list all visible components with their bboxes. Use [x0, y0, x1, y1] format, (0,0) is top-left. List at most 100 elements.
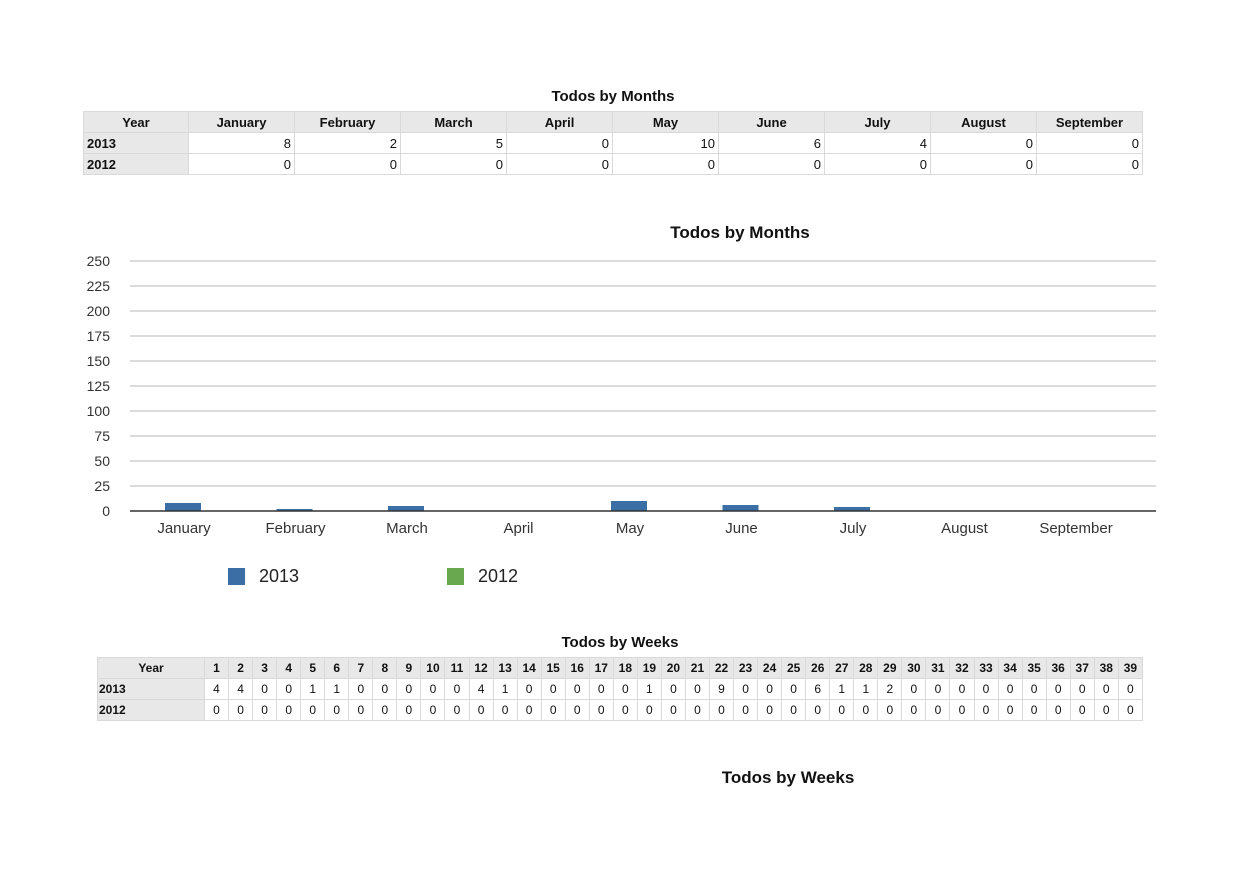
x-tick-label: July	[840, 520, 867, 537]
weeks-table-cell: 0	[757, 699, 783, 721]
legend-item-2013: 2013	[228, 566, 299, 587]
months-table-header-cell: June	[718, 111, 825, 133]
weeks-table-cell: 0	[444, 678, 470, 700]
bar-2013-January	[165, 503, 201, 511]
weeks-table-cell: 0	[612, 699, 638, 721]
weeks-table-cell: 0	[252, 678, 278, 700]
weeks-table-header-cell: 15	[540, 657, 566, 679]
weeks-table-header-cell: 28	[853, 657, 879, 679]
weeks-table-cell: 0	[1045, 699, 1071, 721]
weeks-table-cell: 0	[540, 699, 566, 721]
weeks-table-cell: 0	[1117, 699, 1144, 721]
weeks-table-cell: 1	[324, 678, 350, 700]
weeks-table-header-cell: 7	[348, 657, 374, 679]
weeks-table-cell: 0	[684, 678, 710, 700]
months-table-cell: 8	[188, 132, 295, 154]
weeks-table-header-cell: 32	[949, 657, 975, 679]
weeks-table-cell: 0	[252, 699, 278, 721]
weeks-table-header-cell: 5	[300, 657, 326, 679]
weeks-table-header-cell: 13	[492, 657, 518, 679]
weeks-table-cell: 6	[805, 678, 831, 700]
x-tick-label-clipped: N	[1158, 520, 1169, 537]
weeks-table-cell: 0	[540, 678, 566, 700]
weeks-table-header-cell: 31	[925, 657, 951, 679]
weeks-table-header-cell: 35	[1021, 657, 1047, 679]
weeks-table-cell: 4	[203, 678, 230, 700]
x-tick-label: May	[616, 520, 645, 537]
weeks-table-header-cell: 17	[588, 657, 614, 679]
weeks-table-cell: 0	[468, 699, 494, 721]
weeks-table-cell: 0	[348, 699, 374, 721]
weeks-table-cell: 0	[853, 699, 879, 721]
weeks-table-cell: 0	[973, 699, 999, 721]
legend-label-2012: 2012	[478, 566, 519, 586]
weeks-table-header-cell: 8	[372, 657, 398, 679]
x-tick-label: June	[725, 520, 758, 537]
months-table-body: 2013 8 2 5 0 10 6 4 0 0 2012 0 0 0 0 0 0 0 0 0	[83, 132, 1143, 175]
weeks-table-cell: 0	[684, 699, 710, 721]
weeks-table-cell: 0	[588, 678, 614, 700]
months-table-row-label: 2012	[83, 153, 189, 175]
weeks-table-cell: 0	[588, 699, 614, 721]
weeks-table-cell: 0	[901, 699, 927, 721]
bar-2013-March	[388, 506, 424, 511]
months-table-cell: 4	[824, 132, 931, 154]
months-table-header-cell: August	[930, 111, 1037, 133]
weeks-table-cell: 4	[468, 678, 494, 700]
bar-2013-May	[611, 501, 647, 511]
weeks-table-cell: 0	[516, 699, 542, 721]
bar-2013-July	[834, 507, 870, 511]
weeks-table-cell: 0	[1045, 678, 1071, 700]
weeks-table-cell: 0	[396, 699, 422, 721]
months-table-header-row: Year January February March April May June July…	[83, 111, 1143, 133]
weeks-table-header-cell: 38	[1093, 657, 1119, 679]
y-tick-label: 25	[94, 478, 110, 494]
legend-label-2013: 2013	[259, 566, 300, 586]
weeks-table-cell: 0	[925, 678, 951, 700]
months-table-row-2012: 2012 0 0 0 0 0 0 0 0 0	[83, 153, 1143, 175]
weeks-table-header-cell: 12	[468, 657, 494, 679]
weeks-table-cell: 0	[781, 678, 807, 700]
weeks-table-cell: 0	[733, 678, 759, 700]
months-table-row-label: 2013	[83, 132, 189, 154]
months-table-header-cell: May	[612, 111, 719, 133]
weeks-table-header-cell: 34	[997, 657, 1023, 679]
y-tick-label: 0	[102, 503, 110, 519]
months-table: Year January February March April May June July…	[83, 111, 1143, 175]
weeks-table-cell: 0	[276, 678, 302, 700]
weeks-table-row-2013: 2013 4 4 0 0 1 1 0 0 0 0 0 4 1 0 0 0 0 0 1 0 0 9 0 0 0 6 1 1 2 0 0 0 0 0 0 0…	[97, 678, 1144, 700]
y-tick-label: 175	[87, 328, 111, 344]
weeks-table-cell: 0	[1021, 699, 1047, 721]
months-table-cell: 0	[930, 153, 1037, 175]
x-tick-label: August	[941, 520, 989, 537]
weeks-table-header-cell: 6	[324, 657, 350, 679]
weeks-table-cell: 0	[564, 699, 590, 721]
weeks-table-cell: 0	[444, 699, 470, 721]
weeks-table-cell: 0	[372, 699, 398, 721]
weeks-table-header-cell: 21	[684, 657, 710, 679]
weeks-table-cell: 1	[636, 678, 662, 700]
weeks-table-cell: 0	[516, 678, 542, 700]
months-table-cell: 6	[718, 132, 825, 154]
weeks-table-cell: 1	[492, 678, 518, 700]
weeks-table: Year 1 2 3 4 5 6 7 8 9 10 11 12 13 14 15 16 17 18 19 20 21 22 2…	[97, 657, 1144, 721]
weeks-table-header-cell: 23	[733, 657, 759, 679]
weeks-table-header-cell: 16	[564, 657, 590, 679]
weeks-table-header-cell: 37	[1069, 657, 1095, 679]
weeks-table-header-cell: 19	[636, 657, 662, 679]
weeks-table-cell: 0	[660, 699, 686, 721]
y-tick-label: 100	[87, 403, 111, 419]
weeks-table-cell: 0	[492, 699, 518, 721]
weeks-table-header-cell: 36	[1045, 657, 1071, 679]
weeks-table-header-cell: 29	[877, 657, 903, 679]
weeks-table-header-year: Year	[97, 657, 205, 679]
y-tick-label: 125	[87, 378, 111, 394]
weeks-table-cell: 0	[1069, 678, 1095, 700]
weeks-table-cell: 0	[877, 699, 903, 721]
months-table-header-cell: January	[188, 111, 295, 133]
weeks-table-cell: 0	[829, 699, 855, 721]
y-tick-label: 200	[87, 303, 111, 319]
weeks-table-cell: 0	[1021, 678, 1047, 700]
weeks-table-row-label: 2013	[97, 678, 205, 700]
weeks-table-header-cell: 26	[805, 657, 831, 679]
